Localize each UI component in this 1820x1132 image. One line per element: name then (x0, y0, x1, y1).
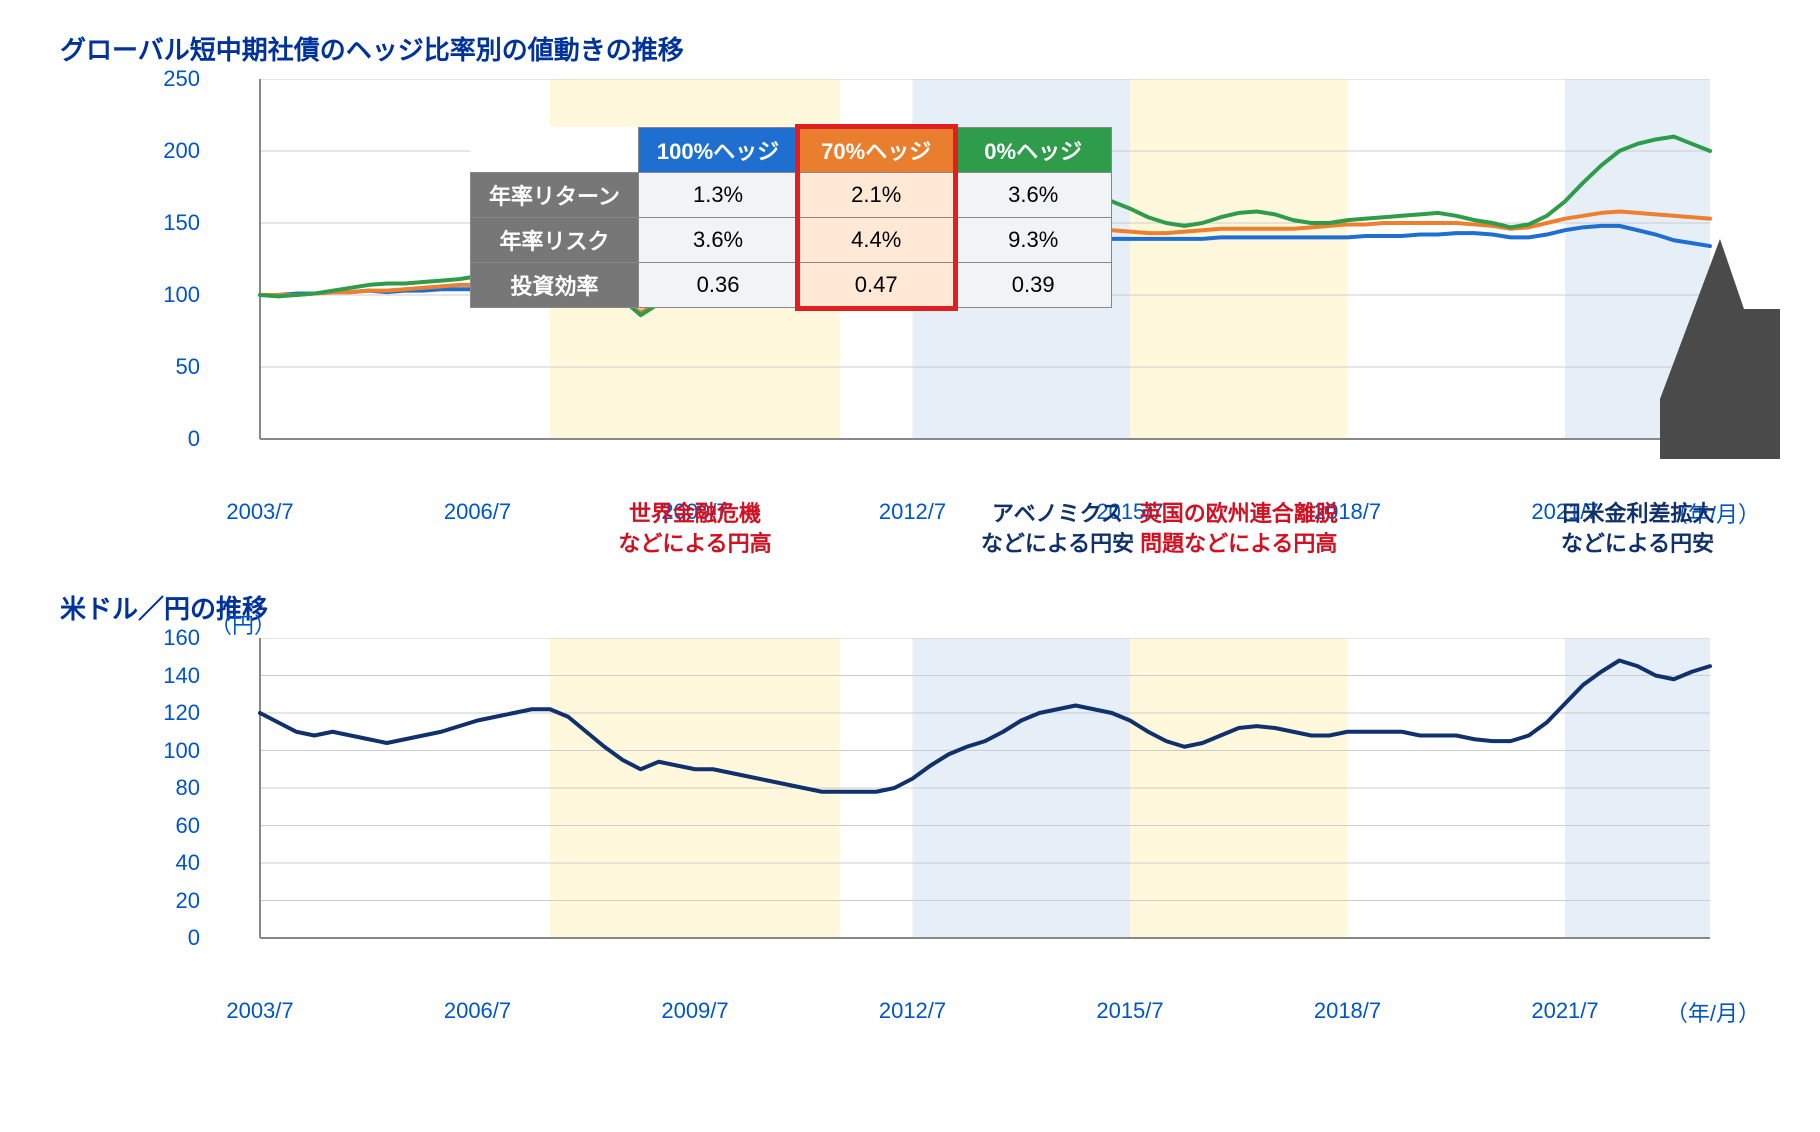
bottom-chart-area: （円） 020406080100120140160 2003/72006/720… (60, 638, 1760, 988)
x-tick-label: 2018/7 (1314, 998, 1381, 1024)
table-row: 年率リスク3.6%4.4%9.3% (471, 218, 1112, 263)
stats-cell: 1.3% (638, 173, 797, 218)
top-chart-area: 050100150200250 2003/72006/72009/72012/7… (60, 79, 1760, 489)
band-label-line2: などによる円安 (1560, 529, 1714, 559)
y-tick-label: 0 (188, 426, 200, 452)
y-tick-label: 250 (163, 66, 200, 92)
stats-header-row: 100%ヘッジ70%ヘッジ0%ヘッジ (471, 128, 1112, 173)
y-tick-label: 20 (176, 888, 200, 914)
y-tick-label: 40 (176, 850, 200, 876)
stats-cell: 0.36 (638, 263, 797, 308)
y-tick-label: 0 (188, 925, 200, 951)
stats-row-header: 投資効率 (471, 263, 639, 308)
bottom-x-ticks: 2003/7 2006/7 2009/7 2012/7 2015/7 2018/7 2021… (60, 998, 1760, 1028)
y-tick-label: 100 (163, 282, 200, 308)
y-tick-label: 160 (163, 625, 200, 651)
stats-cell: 9.3% (955, 218, 1112, 263)
stats-body: 年率リターン1.3%2.1%3.6%年率リスク3.6%4.4%9.3%投資効率0… (471, 173, 1112, 308)
stats-cell: 4.4% (798, 218, 955, 263)
top-chart-title: グローバル短中期社債のヘッジ比率別の値動きの推移 (60, 30, 1760, 67)
band-label-line2: などによる円安 (981, 529, 1134, 559)
bottom-y-ticks: 020406080100120140160 (60, 638, 210, 938)
stats-row-header: 年率リスク (471, 218, 639, 263)
y-tick-label: 200 (163, 138, 200, 164)
band-label-line1: 日米金利差拡大 (1560, 499, 1714, 529)
x-tick-label: 2012/7 (879, 998, 946, 1024)
band-label-line1: 世界金融危機 (618, 499, 771, 529)
table-row: 投資効率0.360.470.39 (471, 263, 1112, 308)
y-tick-label: 140 (163, 663, 200, 689)
band-label-line1: 英国の欧州連合離脱 (1140, 499, 1338, 529)
band-label: アベノミクスなどによる円安 (981, 499, 1134, 558)
x-tick-label: 2009/7 (661, 998, 728, 1024)
x-tick-label: 2015/7 (1096, 998, 1163, 1024)
y-tick-label: 60 (176, 813, 200, 839)
stats-cell: 3.6% (955, 173, 1112, 218)
stats-table: 100%ヘッジ70%ヘッジ0%ヘッジ 年率リターン1.3%2.1%3.6%年率リ… (470, 127, 1112, 308)
event-band (1130, 79, 1348, 439)
band-labels: 世界金融危機などによる円高アベノミクスなどによる円安英国の欧州連合離脱問題などに… (260, 489, 1720, 579)
bottom-x-axis-unit: （年/月） (1666, 996, 1760, 1028)
stats-col-header: 100%ヘッジ (638, 128, 797, 173)
stats-cell: 3.6% (638, 218, 797, 263)
page-root: グローバル短中期社債のヘッジ比率別の値動きの推移 050100150200250… (0, 0, 1820, 1132)
x-tick-label: 2006/7 (444, 998, 511, 1024)
bottom-y-unit: （円） (210, 608, 276, 640)
stats-cell: 0.39 (955, 263, 1112, 308)
y-tick-label: 50 (176, 354, 200, 380)
bottom-chart-svg (60, 638, 1750, 940)
y-tick-label: 100 (163, 738, 200, 764)
y-tick-label: 120 (163, 700, 200, 726)
x-tick-label: 2021/7 (1531, 998, 1598, 1024)
stats-cell: 2.1% (798, 173, 955, 218)
stats-cell: 0.47 (798, 263, 955, 308)
stats-col-header: 70%ヘッジ (798, 128, 955, 173)
table-row: 年率リターン1.3%2.1%3.6% (471, 173, 1112, 218)
band-label: 日米金利差拡大などによる円安 (1560, 499, 1714, 558)
bottom-chart-title: 米ドル／円の推移 (60, 589, 1760, 626)
stats-row-header: 年率リターン (471, 173, 639, 218)
stats-col-header: 0%ヘッジ (955, 128, 1112, 173)
band-label-line1: アベノミクス (981, 499, 1134, 529)
band-label: 世界金融危機などによる円高 (618, 499, 771, 558)
y-tick-label: 150 (163, 210, 200, 236)
band-label-line2: 問題などによる円高 (1140, 529, 1338, 559)
top-y-ticks: 050100150200250 (60, 79, 210, 439)
band-label-line2: などによる円高 (618, 529, 771, 559)
decorative-shape-right (1660, 199, 1780, 459)
band-label: 英国の欧州連合離脱問題などによる円高 (1140, 499, 1338, 558)
y-tick-label: 80 (176, 775, 200, 801)
x-tick-label: 2003/7 (226, 998, 293, 1024)
